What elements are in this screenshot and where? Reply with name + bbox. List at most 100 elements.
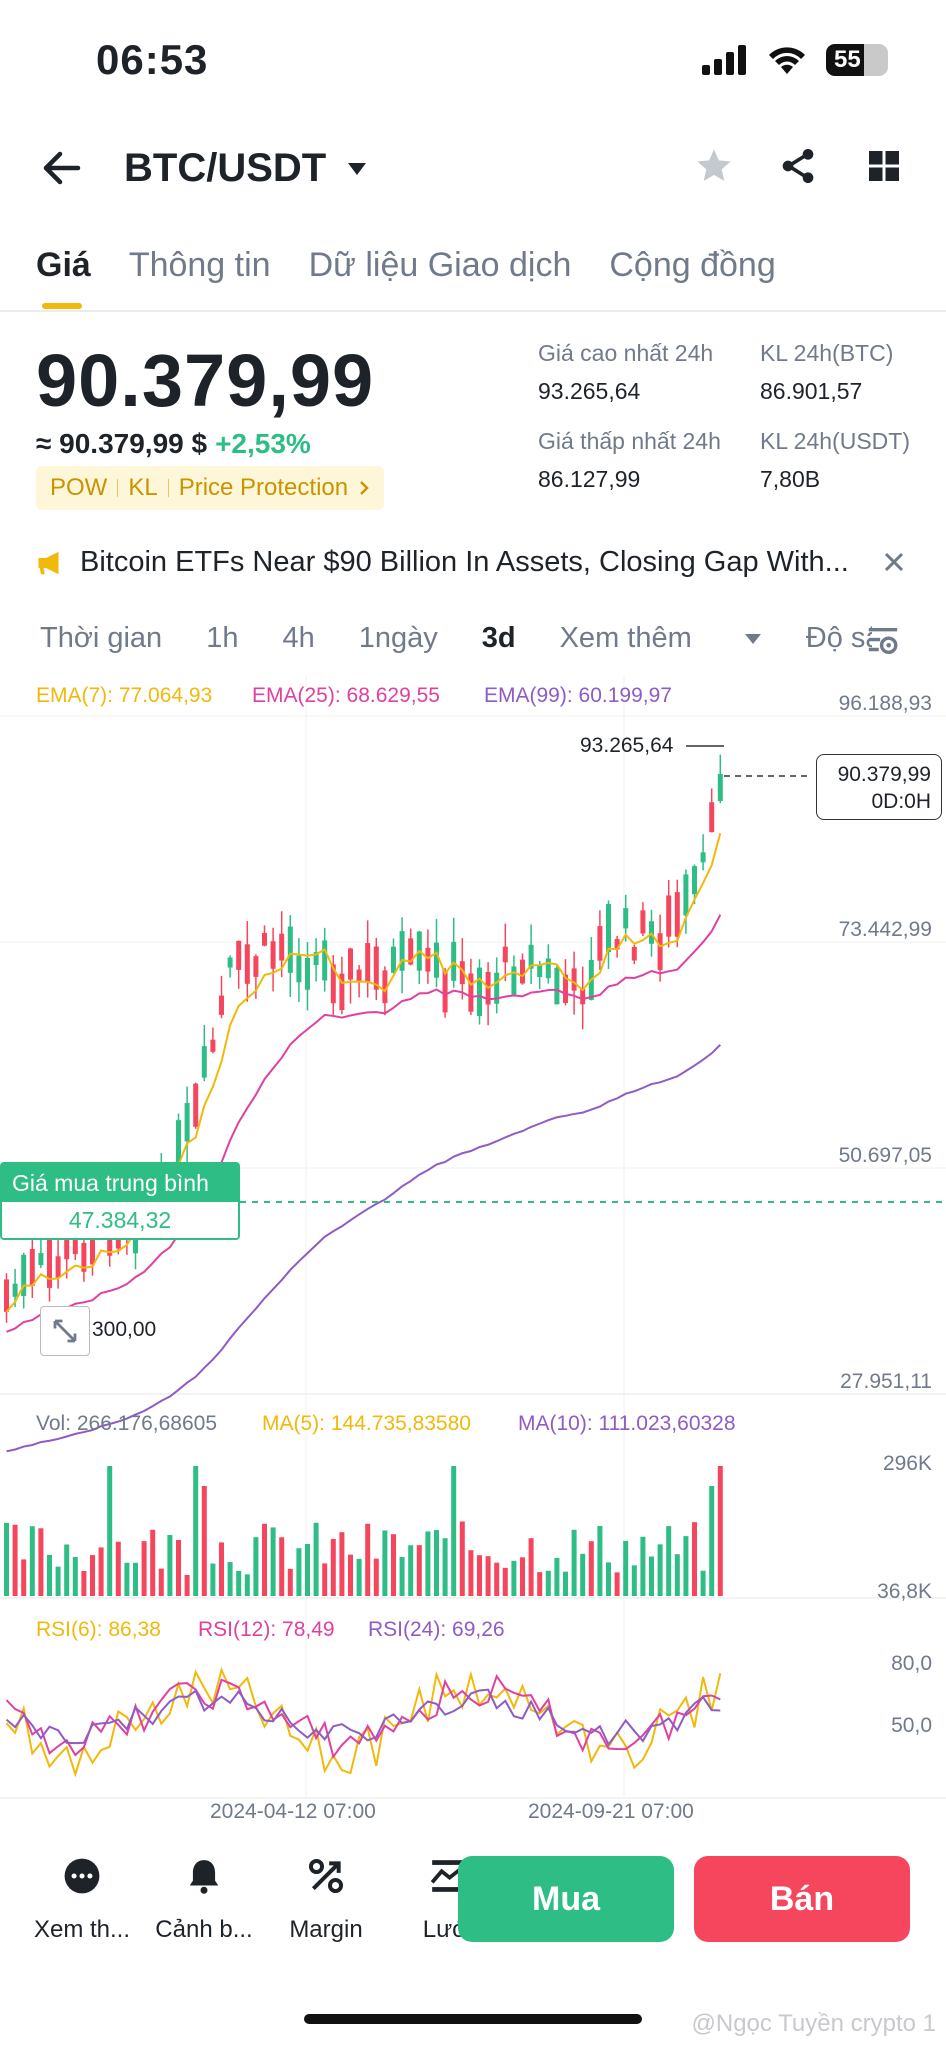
candle	[597, 926, 603, 961]
volume-bar	[193, 1466, 199, 1596]
pair-title: BTC/USDT	[124, 146, 327, 190]
candle	[614, 939, 620, 950]
volume-bar	[322, 1563, 328, 1596]
nav-grid[interactable]: Lưới	[398, 1856, 498, 1944]
nav-alert[interactable]: Cảnh b...	[154, 1856, 254, 1944]
candle	[81, 1242, 87, 1272]
volume-bar	[692, 1522, 697, 1596]
volume-bar	[623, 1540, 629, 1596]
volume-bar	[434, 1530, 439, 1596]
interval-4h[interactable]: 4h	[282, 622, 315, 654]
tab-trading-data[interactable]: Dữ liệu Giao dịch	[308, 246, 572, 284]
interval-3d[interactable]: 3d	[481, 622, 516, 654]
x-tick-label: 2024-04-12 07:00	[210, 1800, 376, 1823]
candle	[554, 967, 560, 1005]
volume-bar	[494, 1562, 500, 1596]
volume-bars	[4, 1466, 723, 1596]
volume-bar	[580, 1553, 586, 1596]
volume-bar	[72, 1557, 78, 1596]
tab-community[interactable]: Cộng đồng	[609, 246, 776, 284]
news-banner[interactable]: Bitcoin ETFs Near $90 Billion In Assets,…	[36, 546, 916, 579]
rsi12-label: RSI(12): 78,49	[198, 1618, 335, 1641]
battery-icon: 55	[826, 44, 888, 76]
volume-bar	[313, 1522, 319, 1596]
ema99-label: EMA(99): 60.199,97	[484, 684, 672, 707]
volume-bar	[614, 1572, 620, 1596]
sell-button[interactable]: Bán	[694, 1856, 910, 1942]
ema25-line	[6, 914, 722, 1333]
volume-bar	[115, 1541, 121, 1596]
back-arrow-icon[interactable]	[40, 150, 82, 186]
tag-row[interactable]: POW KL Price Protection	[36, 466, 385, 510]
volume-bar	[296, 1548, 302, 1596]
home-indicator[interactable]	[304, 2014, 642, 2024]
candle	[563, 974, 568, 1003]
candle	[253, 956, 259, 977]
candles	[4, 754, 723, 1323]
candle	[262, 932, 267, 946]
nav-margin[interactable]: Margin	[276, 1856, 376, 1944]
bell-icon	[189, 1860, 219, 1894]
volume-bar	[468, 1550, 474, 1596]
volume-bar	[4, 1522, 9, 1596]
volume-bar	[709, 1486, 715, 1596]
vol-usdt-value: 7,80B	[760, 466, 821, 492]
tag-kl[interactable]: KL	[128, 474, 158, 501]
candle	[365, 943, 371, 983]
interval-depth[interactable]: Độ sâ	[805, 622, 872, 654]
volume-bar	[416, 1545, 422, 1596]
candle	[236, 940, 242, 970]
interval-more[interactable]: Xem thêm	[560, 622, 762, 655]
volume-bar	[382, 1530, 388, 1596]
nav-more[interactable]: Xem th...	[32, 1856, 132, 1944]
candle	[227, 957, 233, 968]
candle	[459, 961, 465, 985]
candle	[339, 973, 345, 1011]
candle	[425, 947, 431, 972]
volume-bar	[528, 1538, 534, 1596]
rsi24-line	[5, 1688, 721, 1747]
close-icon[interactable]	[882, 550, 906, 574]
caret-down-icon	[348, 162, 367, 175]
ema99-line	[6, 1044, 722, 1453]
ema7-label: EMA(7): 77.064,93	[36, 684, 213, 707]
interval-1h[interactable]: 1h	[206, 622, 239, 654]
current-price-box[interactable]: 90.379,99 0D:0H	[816, 754, 942, 820]
share-icon[interactable]	[778, 146, 818, 186]
volume-bar	[158, 1568, 164, 1596]
interval-time[interactable]: Thời gian	[40, 622, 163, 654]
candle	[408, 938, 414, 965]
chart-settings-icon[interactable]	[866, 624, 900, 658]
expand-chart-button[interactable]	[40, 1306, 90, 1356]
tag-price-protection[interactable]: Price Protection	[178, 474, 349, 501]
y-tick-label: 27.951,11	[840, 1370, 932, 1393]
watermark-text: @Ngọc Tuyền crypto 1	[691, 2010, 936, 2037]
candle	[72, 1230, 78, 1255]
volume-bar	[408, 1545, 414, 1596]
current-price-value: 90.379,99	[837, 763, 931, 786]
tab-info[interactable]: Thông tin	[128, 246, 271, 284]
volume-bar	[339, 1532, 345, 1596]
candle	[107, 1232, 113, 1256]
volume-bar	[47, 1554, 52, 1596]
last-price: 90.379,99	[36, 339, 375, 422]
kline-chart[interactable]	[0, 676, 946, 1816]
high-24h-value: 93.265,64	[538, 378, 641, 404]
buy-button[interactable]: Mua	[458, 1856, 674, 1942]
tab-price[interactable]: Giá	[36, 246, 91, 309]
volume-bar	[12, 1524, 18, 1596]
star-icon[interactable]	[694, 146, 734, 186]
volume-bar	[38, 1528, 44, 1596]
candle	[468, 973, 474, 1012]
layout-grid-icon[interactable]	[866, 148, 902, 184]
tag-pow[interactable]: POW	[50, 474, 108, 501]
pair-selector[interactable]: BTC/USDT	[124, 146, 368, 191]
candle	[571, 968, 577, 991]
interval-1d[interactable]: 1ngày	[358, 622, 438, 654]
interval-bar: Thời gian 1h 4h 1ngày 3d Xem thêm Độ sâ	[40, 622, 872, 655]
volume-bar	[29, 1526, 35, 1596]
avg-buy-tag[interactable]: Giá mua trung bình 47.384,32	[0, 1162, 240, 1240]
volume-bar	[477, 1555, 482, 1596]
avg-buy-label: Giá mua trung bình	[2, 1164, 238, 1202]
volume-bar	[236, 1570, 242, 1596]
